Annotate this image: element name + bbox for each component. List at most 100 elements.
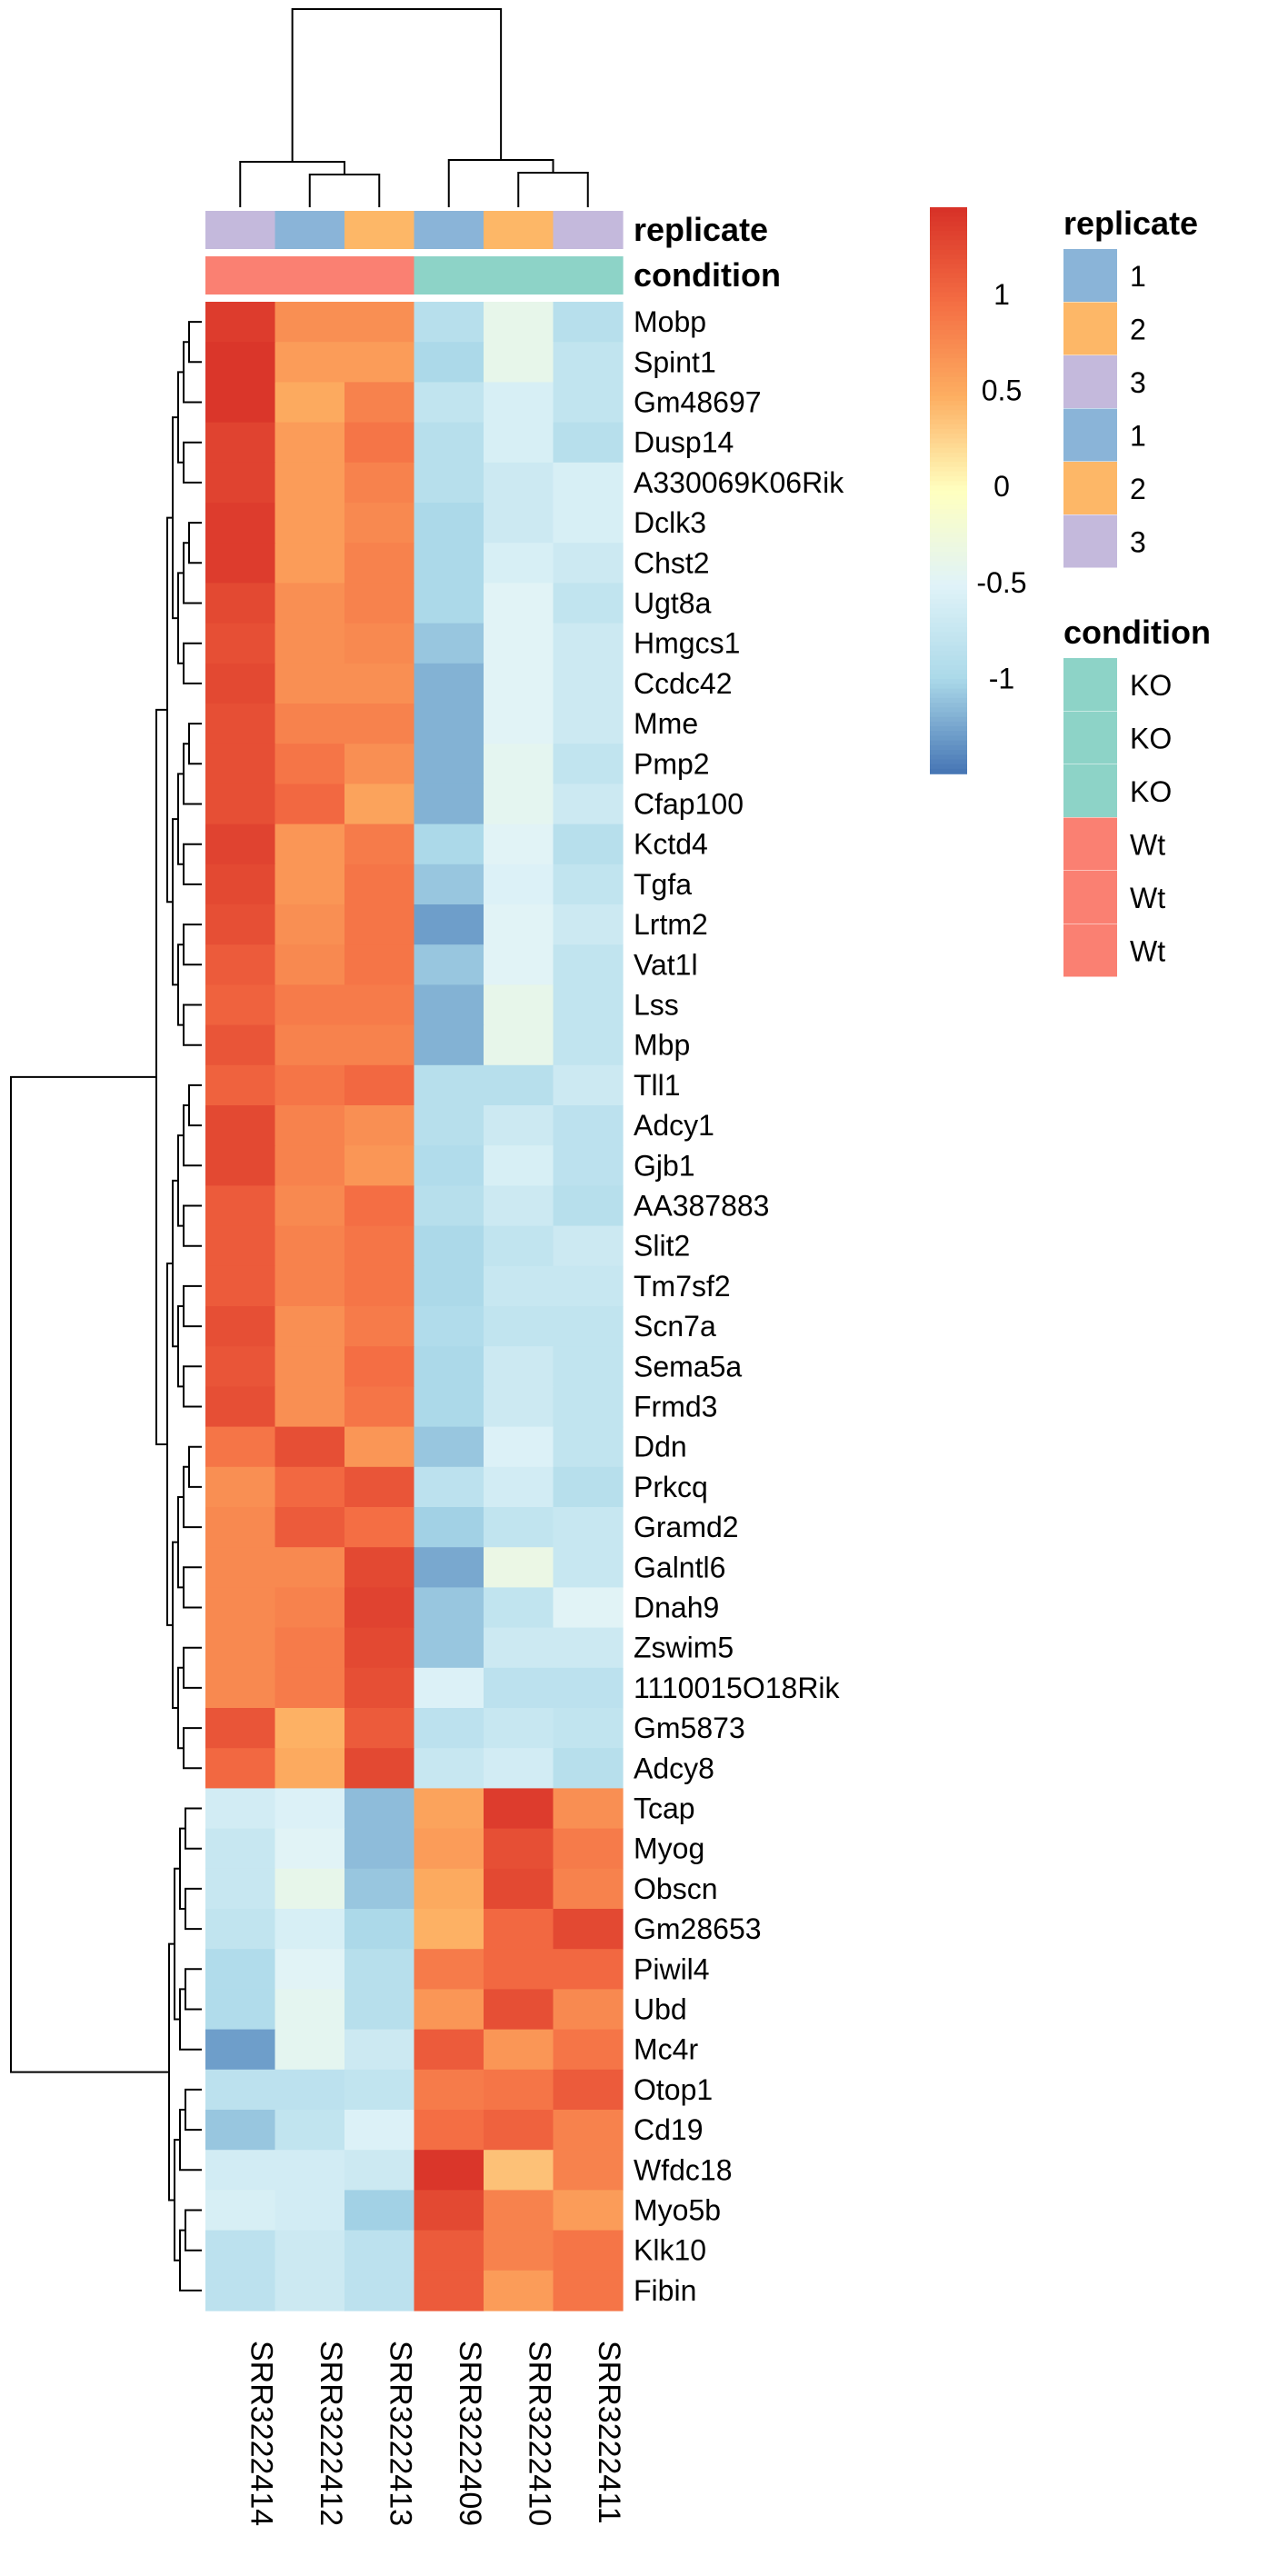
- color-scale-segment: [930, 707, 967, 714]
- condition-legend-swatch: [1063, 871, 1117, 924]
- color-scale-segment: [930, 703, 967, 709]
- color-scale-segment: [930, 315, 967, 322]
- heatmap-cell: [275, 1426, 345, 1468]
- heatmap-cell: [275, 1627, 345, 1669]
- heatmap-cell: [344, 1868, 415, 1910]
- condition-annotation-cell: [205, 256, 276, 295]
- color-scale-segment: [930, 296, 967, 303]
- condition-annotation-cell: [484, 256, 554, 295]
- color-scale-segment: [930, 273, 967, 279]
- row-dendrogram-branch: [185, 1968, 202, 2011]
- heatmap-cell: [205, 1788, 276, 1830]
- heatmap-cell: [414, 904, 484, 945]
- heatmap-cell: [275, 904, 345, 945]
- heatmap-cell: [344, 382, 415, 424]
- heatmap-cell: [205, 2029, 276, 2071]
- heatmap-cell: [484, 944, 554, 985]
- heatmap-cell: [205, 2110, 276, 2151]
- heatmap-cell: [414, 623, 484, 664]
- replicate-legend-title: replicate: [1063, 205, 1198, 242]
- row-dendrogram-branch: [155, 708, 167, 1445]
- row-dendrogram-branch: [183, 1204, 202, 1247]
- color-scale-segment: [930, 311, 967, 317]
- column-dendrogram: [239, 8, 589, 207]
- condition-legend-swatch: [1063, 658, 1117, 711]
- color-scale-tick-label: 1: [993, 278, 1010, 311]
- heatmap-cell: [553, 864, 624, 905]
- color-scale-segment: [930, 344, 967, 350]
- heatmap-cell: [344, 1064, 415, 1106]
- row-label: Scn7a: [634, 1310, 716, 1343]
- color-scale-segment: [930, 613, 967, 619]
- color-scale-segment: [930, 490, 967, 496]
- color-scale-segment: [930, 268, 967, 275]
- color-scale-segment: [930, 348, 967, 354]
- heatmap-cell: [484, 2230, 554, 2271]
- heatmap-cell: [553, 1306, 624, 1347]
- heatmap-cell: [484, 543, 554, 584]
- row-label: Otop1: [634, 2073, 713, 2106]
- heatmap-cell: [344, 1587, 415, 1629]
- heatmap-cell: [484, 1949, 554, 1990]
- heatmap-cell: [275, 2270, 345, 2311]
- condition-annotation-cell: [344, 256, 415, 295]
- column-dendrogram-branch: [517, 172, 589, 207]
- replicate-legend-label: 3: [1130, 366, 1146, 399]
- heatmap-cell: [344, 2230, 415, 2271]
- condition-legend-swatch: [1063, 817, 1117, 871]
- heatmap-cell: [344, 1507, 415, 1548]
- row-dendrogram-branch: [183, 1284, 202, 1328]
- column-dendrogram-branch: [291, 8, 503, 162]
- row-dendrogram-branch: [183, 1003, 202, 1046]
- heatmap-cell: [414, 2029, 484, 2071]
- heatmap-cell: [344, 422, 415, 464]
- color-scale-segment: [930, 475, 967, 482]
- heatmap-cell: [553, 1145, 624, 1186]
- heatmap-cell: [553, 1064, 624, 1106]
- heatmap-cell: [205, 583, 276, 624]
- heatmap-cell: [484, 2029, 554, 2071]
- heatmap-cell: [205, 1386, 276, 1428]
- row-label: 1110015O18Rik: [634, 1672, 841, 1704]
- color-scale-segment: [930, 306, 967, 313]
- heatmap-cell: [205, 864, 276, 905]
- column-labels: SRR3222414 SRR3222412 SRR3222413 SRR3222409…: [244, 2341, 626, 2526]
- heatmap-cell: [275, 1587, 345, 1629]
- heatmap-cell: [414, 1627, 484, 1669]
- heatmap-cell: [414, 1507, 484, 1548]
- heatmap-cell: [275, 623, 345, 664]
- color-scale-segment: [930, 594, 967, 600]
- color-scale-segment: [930, 764, 967, 770]
- heatmap-cell: [344, 784, 415, 825]
- heatmap-cell: [553, 1265, 624, 1307]
- heatmap-cell: [484, 984, 554, 1026]
- heatmap-cell: [275, 2069, 345, 2111]
- color-scale-segment: [930, 688, 967, 694]
- heatmap-cell: [205, 663, 276, 704]
- color-scale-segment: [930, 632, 967, 638]
- heatmap-cell: [484, 1708, 554, 1749]
- heatmap-cell: [344, 1105, 415, 1146]
- row-label: Mme: [634, 707, 698, 740]
- color-scale-segment: [930, 221, 967, 227]
- color-scale-segment: [930, 452, 967, 458]
- heatmap-cell: [484, 1547, 554, 1588]
- row-label: Mc4r: [634, 2033, 698, 2066]
- heatmap-cell: [275, 2230, 345, 2271]
- heatmap-cell: [205, 1708, 276, 1749]
- heatmap-cell: [553, 1708, 624, 1749]
- row-label: Gramd2: [634, 1511, 739, 1543]
- heatmap-cell: [414, 1587, 484, 1629]
- color-scale-segment: [930, 518, 967, 524]
- color-scale-segment: [930, 669, 967, 675]
- heatmap-cell: [205, 2270, 276, 2311]
- color-scale-segment: [930, 259, 967, 265]
- heatmap-cell: [484, 583, 554, 624]
- heatmap-cell: [205, 2230, 276, 2271]
- heatmap-cell: [484, 1386, 554, 1428]
- heatmap-cell: [275, 1868, 345, 1910]
- color-scale-segment: [930, 712, 967, 718]
- heatmap-cell: [275, 864, 345, 905]
- replicate-legend-label: 1: [1130, 420, 1146, 453]
- heatmap-cell: [414, 2069, 484, 2111]
